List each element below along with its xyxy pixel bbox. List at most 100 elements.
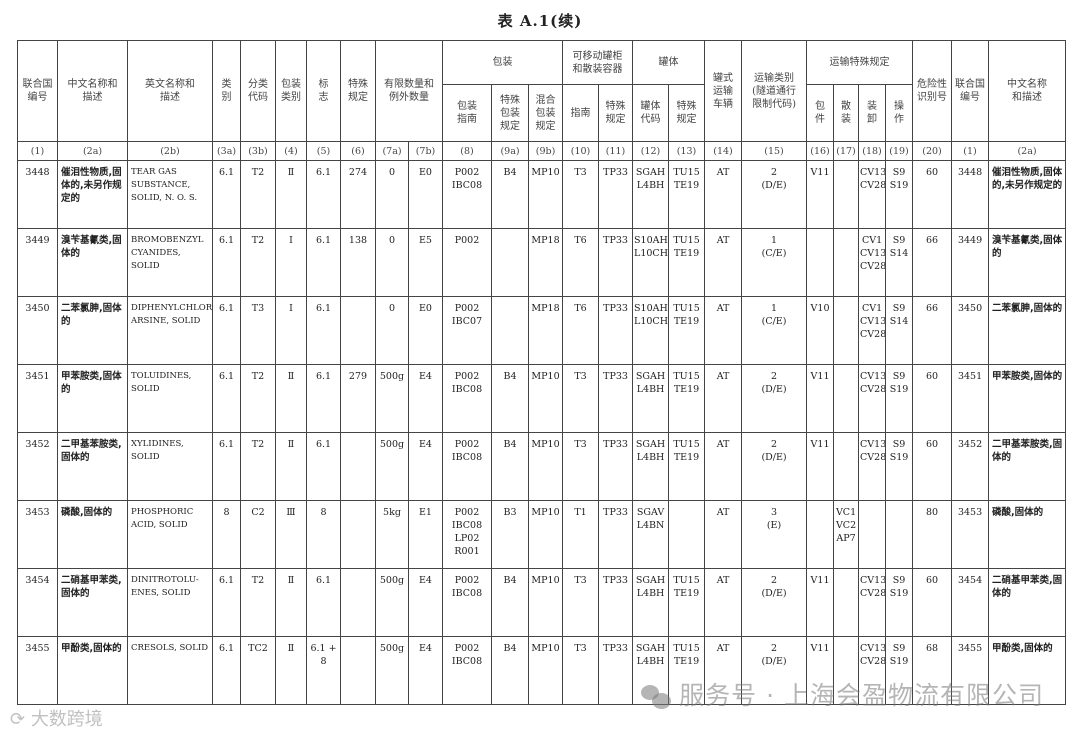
table-cell: P002 IBC08	[442, 636, 492, 705]
table-title: 表 A.1(续)	[497, 12, 583, 30]
table-cell: 3450	[17, 296, 58, 365]
column-number: (7b)	[408, 141, 443, 161]
column-number: (15)	[741, 141, 808, 161]
table-cell: S10AH L10CH	[632, 228, 670, 297]
table-cell: Ⅱ	[275, 364, 307, 433]
table-cell: MP10	[527, 500, 564, 569]
table-cell: B3	[491, 500, 529, 569]
column-header: 运输特殊规定	[806, 40, 914, 85]
table-cell: 0	[375, 160, 409, 229]
table-cell: 279	[340, 364, 376, 433]
column-number: (11)	[598, 141, 634, 161]
column-number: (6)	[340, 141, 376, 161]
table-cell: CV1 CV13 CV28	[858, 296, 887, 365]
table-body: 3448 催泪性物质,固体的,未另作规定的 TEAR GAS SUBSTANCE, …	[17, 160, 1067, 705]
wechat-icon	[641, 685, 672, 709]
column-number: (19)	[885, 141, 914, 161]
table-cell: E4	[408, 568, 443, 637]
table-cell: T3	[562, 432, 600, 501]
table-cell: T6	[562, 228, 600, 297]
table-cell: T6	[562, 296, 600, 365]
column-number: (1)	[951, 141, 990, 161]
table-cell: TP33	[598, 568, 634, 637]
table-cell: 3454	[951, 568, 990, 637]
table-cell	[668, 500, 706, 569]
table-cell: DIPHENYLCHLORO-ARSINE, SOLID	[127, 296, 213, 365]
table-cell: XYLIDINES, SOLID	[127, 432, 213, 501]
header-row-subheads: 包装 指南 特殊 包装 规定 混合 包装 规定 指南 特殊 规定 罐体 代码 特殊 规定包 …	[18, 84, 1066, 142]
table-cell: 8	[306, 500, 341, 569]
table-cell: 二甲基苯胺类,固体的	[988, 432, 1067, 501]
table-cell: VC1 VC2 AP7	[833, 500, 860, 569]
table-row: 3451 甲苯胺类,固体的 TOLUIDINES, SOLID 6.1 T2 Ⅱ 6.1 27…	[17, 364, 1067, 433]
table-cell: S9 S14	[885, 228, 914, 297]
column-number: (8)	[442, 141, 492, 161]
column-header: 包装	[441, 40, 564, 85]
table-cell: V11	[806, 568, 835, 637]
table-cell	[340, 432, 376, 501]
table-cell: 二苯氯胂,固体的	[988, 296, 1067, 365]
table-cell: P002 IBC08	[442, 160, 492, 229]
table-cell: 3449	[951, 228, 990, 297]
table-row: 3450 二苯氯胂,固体的 DIPHENYLCHLORO-ARSINE, SOLID…	[17, 296, 1067, 365]
column-subheader: 特殊 包装 规定	[491, 84, 529, 142]
table-cell	[340, 296, 376, 365]
table-cell: T3	[562, 636, 600, 705]
table-cell: TP33	[598, 296, 634, 365]
column-header: 联合国 编号	[951, 40, 990, 142]
table-cell: B4	[491, 432, 529, 501]
table-cell: 1 (C/E)	[741, 228, 808, 297]
column-number: (4)	[275, 141, 307, 161]
table-cell: 二硝基甲苯类,固体的	[57, 568, 128, 637]
wechat-watermark: 服务号 · 上海会盈物流有限公司	[641, 676, 1044, 712]
table-cell: TU15 TE19	[668, 296, 706, 365]
table-cell: 二硝基甲苯类,固体的	[988, 568, 1067, 637]
column-number: (2a)	[57, 141, 128, 161]
table-cell: 6.1	[306, 432, 341, 501]
table-cell: 3454	[17, 568, 58, 637]
table-cell: TEAR GAS SUBSTANCE, SOLID, N. O. S.	[127, 160, 213, 229]
table-cell	[491, 228, 529, 297]
column-header: 分类 代码	[240, 40, 276, 142]
table-cell: 6.1	[306, 296, 341, 365]
table-cell: P002	[442, 228, 492, 297]
table-cell: 催泪性物质,固体的,未另作规定的	[57, 160, 128, 229]
table-cell: 6.1	[212, 296, 241, 365]
column-subheader: 装 卸	[858, 84, 887, 142]
table-cell: 3449	[17, 228, 58, 297]
table-cell: 500g	[375, 432, 409, 501]
table-cell: SGAV L4BN	[632, 500, 670, 569]
table-cell: Ⅱ	[275, 160, 307, 229]
table-cell: CV13 CV28	[858, 364, 887, 433]
column-number: (13)	[668, 141, 706, 161]
table-cell: T2	[240, 568, 276, 637]
column-subheader: 混合 包装 规定	[527, 84, 564, 142]
table-cell: Ⅱ	[275, 568, 307, 637]
table-cell: MP10	[527, 160, 564, 229]
table-cell	[340, 636, 376, 705]
column-subheader: 包装 指南	[442, 84, 492, 142]
table-cell: 3448	[17, 160, 58, 229]
dangerous-goods-table: 联合国 编号 中文名称和 描述 英文名称和 描述类 别分类 代码 包装 类别标 志特殊…	[17, 40, 1067, 705]
table-cell: B4	[491, 160, 529, 229]
table-cell: TP33	[598, 364, 634, 433]
column-header: 中文名称 和描述	[988, 40, 1067, 142]
table-cell: T2	[240, 432, 276, 501]
table-cell: V11	[806, 432, 835, 501]
table-cell: T3	[240, 296, 276, 365]
column-number: (9a)	[491, 141, 529, 161]
table-cell: P002 IBC08	[442, 432, 492, 501]
table-cell: TU15 TE19	[668, 568, 706, 637]
table-cell: AT	[704, 160, 743, 229]
table-cell: 3455	[951, 636, 990, 705]
table-cell: AT	[704, 364, 743, 433]
table-cell: 6.1 + 8	[306, 636, 341, 705]
table-cell: 6.1	[306, 364, 341, 433]
table-cell: SGAH L4BH	[632, 568, 670, 637]
column-subheader: 特殊 规定	[598, 84, 634, 142]
table-cell: 3453	[17, 500, 58, 569]
table-cell: 甲酚类,固体的	[988, 636, 1067, 705]
table-cell: V11	[806, 364, 835, 433]
table-cell: E4	[408, 636, 443, 705]
table-cell: TU15 TE19	[668, 364, 706, 433]
